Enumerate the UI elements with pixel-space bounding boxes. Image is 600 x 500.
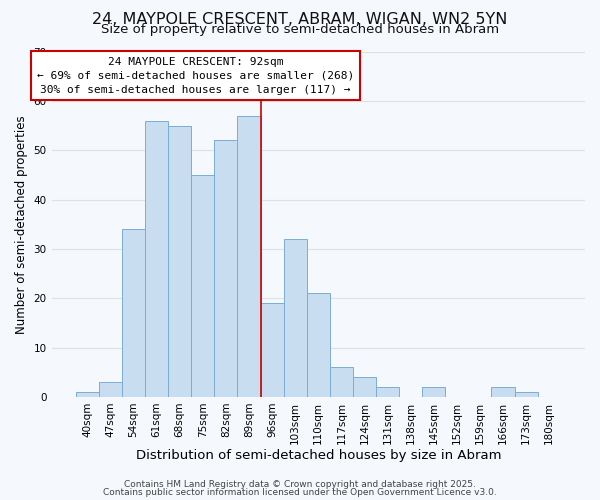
Bar	[122, 229, 145, 397]
Text: 24 MAYPOLE CRESCENT: 92sqm
← 69% of semi-detached houses are smaller (268)
30% o: 24 MAYPOLE CRESCENT: 92sqm ← 69% of semi…	[37, 56, 354, 94]
Bar	[284, 239, 307, 397]
Bar	[515, 392, 538, 397]
X-axis label: Distribution of semi-detached houses by size in Abram: Distribution of semi-detached houses by …	[136, 450, 501, 462]
Bar	[214, 140, 238, 397]
Y-axis label: Number of semi-detached properties: Number of semi-detached properties	[15, 115, 28, 334]
Bar	[307, 294, 330, 397]
Bar	[353, 377, 376, 397]
Bar	[99, 382, 122, 397]
Bar	[168, 126, 191, 397]
Bar	[76, 392, 99, 397]
Bar	[191, 175, 214, 397]
Bar	[145, 120, 168, 397]
Bar	[238, 116, 260, 397]
Text: 24, MAYPOLE CRESCENT, ABRAM, WIGAN, WN2 5YN: 24, MAYPOLE CRESCENT, ABRAM, WIGAN, WN2 …	[92, 12, 508, 28]
Text: Contains public sector information licensed under the Open Government Licence v3: Contains public sector information licen…	[103, 488, 497, 497]
Bar	[260, 303, 284, 397]
Bar	[376, 387, 399, 397]
Bar	[491, 387, 515, 397]
Text: Size of property relative to semi-detached houses in Abram: Size of property relative to semi-detach…	[101, 22, 499, 36]
Bar	[422, 387, 445, 397]
Bar	[330, 368, 353, 397]
Text: Contains HM Land Registry data © Crown copyright and database right 2025.: Contains HM Land Registry data © Crown c…	[124, 480, 476, 489]
